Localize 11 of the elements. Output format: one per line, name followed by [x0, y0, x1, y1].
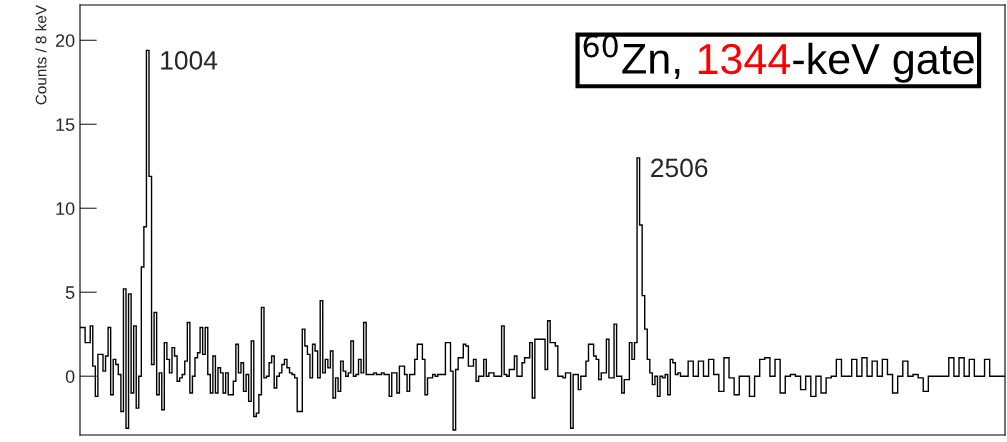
- y-tick-label: 10: [56, 202, 75, 215]
- annotation: 2506: [651, 158, 708, 178]
- annotation: $^{60}$Zn,: [583, 34, 680, 80]
- annotation: 1004: [161, 51, 218, 70]
- y-tick-label: 20: [55, 34, 75, 47]
- y-tick-label: 0: [65, 370, 75, 383]
- y-tick-label: 15: [56, 118, 75, 131]
- annotation: -keV gate: [793, 42, 974, 83]
- annotation: 1344: [698, 43, 791, 75]
- y-axis-title: Counts / 8 keV: [35, 5, 47, 105]
- y-tick-label: 5: [65, 286, 75, 299]
